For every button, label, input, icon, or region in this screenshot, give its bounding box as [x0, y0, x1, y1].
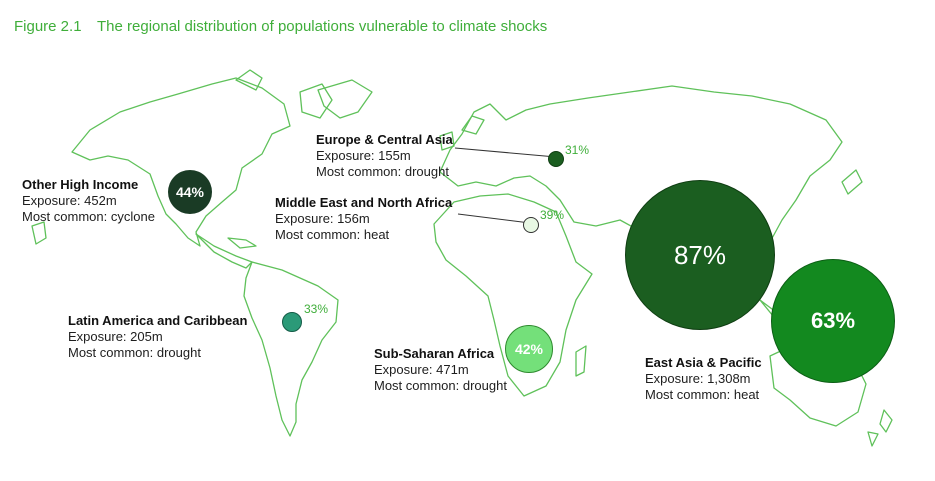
region-name: Middle East and North Africa	[275, 195, 453, 210]
region-exposure: Exposure: 471m	[374, 362, 469, 377]
south-america-outline	[243, 261, 339, 437]
bubble-ssa-label: 42%	[514, 341, 544, 357]
bubble-eap-label: 63%	[810, 308, 856, 333]
region-common-shock: Most common: heat	[645, 387, 760, 402]
bubble-sub-saharan-africa: 42%	[505, 325, 553, 373]
bubble-middle-east-north-africa	[523, 217, 539, 233]
eurasia-outline	[439, 85, 843, 269]
bubble-east-asia-pacific: 63%	[771, 259, 895, 383]
tag-middle-east-north-africa: 39%	[540, 208, 565, 222]
tag-europe-central-asia: 31%	[565, 143, 590, 157]
region-name: Other High Income	[22, 177, 139, 192]
mena-leader-line	[457, 213, 531, 224]
region-common-shock: Most common: drought	[374, 378, 507, 393]
bubble-europe-central-asia	[548, 151, 564, 167]
region-common-shock: Most common: drought	[68, 345, 201, 360]
region-exposure: Exposure: 156m	[275, 211, 370, 226]
region-label-europe-central-asia: Europe & Central Asia Exposure: 155m Mos…	[316, 132, 453, 180]
region-name: East Asia & Pacific	[645, 355, 762, 370]
bubble-sa-label: 87%	[673, 239, 727, 270]
region-name: Latin America and Caribbean	[68, 313, 248, 328]
region-common-shock: Most common: heat	[275, 227, 390, 242]
region-exposure: Exposure: 205m	[68, 329, 163, 344]
bubble-south-asia: 87%	[625, 180, 775, 330]
tag-latin-america: 33%	[304, 302, 329, 316]
africa-outline	[433, 193, 593, 397]
bubble-latin-america	[282, 312, 302, 332]
region-name: Europe & Central Asia	[316, 132, 453, 147]
region-exposure: Exposure: 452m	[22, 193, 117, 208]
central-america-outline	[195, 233, 253, 269]
region-label-middle-east-north-africa: Middle East and North Africa Exposure: 1…	[275, 195, 452, 243]
region-exposure: Exposure: 155m	[316, 148, 411, 163]
eca-leader-line	[454, 147, 557, 158]
region-label-east-asia-pacific: East Asia & Pacific Exposure: 1,308m Mos…	[645, 355, 762, 403]
region-name: Sub-Saharan Africa	[374, 346, 495, 361]
region-exposure: Exposure: 1,308m	[645, 371, 751, 386]
region-label-sub-saharan-africa: Sub-Saharan Africa Exposure: 471m Most c…	[374, 346, 507, 394]
figure-number: Figure 2.1	[14, 18, 82, 35]
bubble-ohi-label: 44%	[175, 184, 205, 200]
region-label-latin-america: Latin America and Caribbean Exposure: 20…	[68, 313, 247, 361]
region-common-shock: Most common: cyclone	[22, 209, 155, 224]
region-label-other-high-income: Other High Income Exposure: 452m Most co…	[22, 177, 155, 225]
region-common-shock: Most common: drought	[316, 164, 449, 179]
north-america-outline	[71, 77, 291, 247]
greenland-outline	[317, 79, 373, 119]
figure-title-text: The regional distribution of populations…	[97, 18, 548, 35]
bubble-other-high-income: 44%	[168, 170, 212, 214]
